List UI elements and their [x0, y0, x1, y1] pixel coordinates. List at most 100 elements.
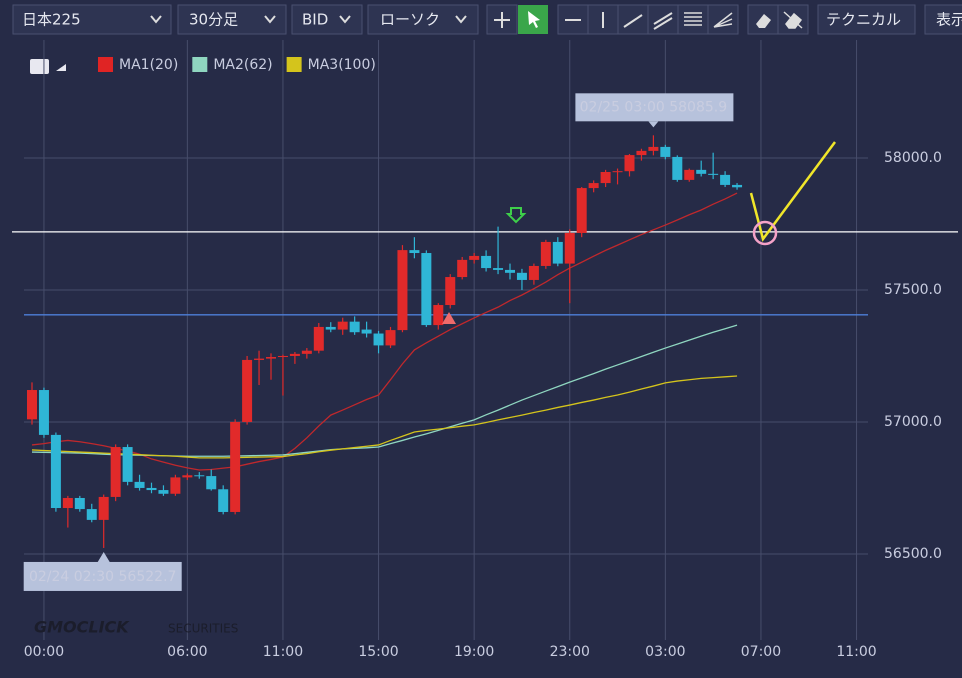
candle-body [74, 497, 85, 510]
candle-body [86, 509, 97, 520]
technical: テクニカル [826, 11, 901, 29]
candle-body [27, 390, 37, 420]
candle-body [624, 155, 635, 172]
chat-icon[interactable] [30, 59, 49, 74]
candle-body [660, 146, 671, 157]
chart-style: ローソク [380, 11, 440, 29]
x-tick-label: 23:00 [550, 644, 590, 660]
candle-body [313, 326, 324, 351]
candle-body [445, 277, 456, 306]
candle-body [409, 250, 420, 254]
candle-body [361, 329, 372, 334]
technical-button[interactable] [817, 4, 916, 35]
y-tick-label: 58000.0 [884, 150, 942, 166]
x-tick-label: 03:00 [645, 644, 685, 660]
dropdown-icon [264, 15, 276, 24]
candle-body [301, 350, 312, 354]
candle-body [50, 434, 61, 509]
candle-body [277, 355, 288, 358]
collapse-icon[interactable] [56, 64, 66, 71]
erase-button[interactable] [747, 4, 779, 35]
candle-body [349, 321, 360, 333]
candle-body [98, 496, 109, 520]
candle-body [385, 330, 396, 346]
candle-body [122, 447, 133, 482]
candle-body [457, 259, 468, 278]
x-tick-label: 11:00 [836, 644, 876, 660]
candle-body [612, 171, 623, 173]
x-tick-label: 11:00 [263, 644, 303, 660]
candle-body [433, 305, 444, 326]
candle-body [242, 359, 253, 422]
display: 表示 [936, 11, 962, 29]
dropdown-icon [339, 15, 351, 24]
candle-body [254, 358, 265, 360]
dropdown-icon [455, 15, 467, 24]
candle-body [540, 241, 551, 266]
fan-button[interactable] [707, 4, 739, 35]
candle-body [505, 269, 515, 273]
y-tick-label: 56500.0 [884, 546, 942, 562]
candle-body [397, 250, 408, 331]
candle-body [373, 333, 384, 346]
crosshair-icon [494, 12, 510, 28]
candle-body [218, 489, 229, 512]
fibo-button[interactable] [677, 4, 709, 35]
candle-body [230, 421, 241, 512]
candle-body [170, 477, 181, 494]
channel-icon [653, 12, 673, 30]
signal-triangle [442, 312, 456, 324]
candle-body [62, 497, 73, 509]
ma-line [31, 192, 738, 471]
drawn-circle [752, 220, 778, 246]
candle-body [528, 265, 539, 280]
trendline-icon [623, 14, 643, 28]
x-tick-label: 07:00 [741, 644, 781, 660]
x-tick-label: 00:00 [24, 644, 64, 660]
logo-suffix: SECURITIES [168, 622, 238, 636]
x-tick-label: 06:00 [167, 644, 207, 660]
legend-swatch [98, 57, 113, 72]
legend-swatch [286, 57, 302, 72]
fan-icon [713, 12, 733, 28]
price-type: BID [302, 11, 328, 29]
candle-body [708, 173, 719, 175]
candle-body [732, 184, 743, 188]
legend-label: MA2(62) [213, 57, 272, 73]
erase-all-icon [783, 11, 803, 29]
symbol-select[interactable] [12, 4, 172, 35]
low-label-pointer [97, 551, 110, 562]
plot: 56500.0 57000.0 57500.0 58000.0 00:00 06:00 11… [12, 40, 958, 660]
price-select[interactable] [291, 4, 363, 35]
signal-arrow [505, 207, 527, 224]
candle-body [648, 146, 659, 151]
low-label-box [23, 561, 182, 591]
drawn-check [749, 141, 837, 242]
display-button[interactable] [924, 4, 962, 35]
candle-body [146, 487, 157, 491]
candle-body [720, 174, 731, 185]
candle-body [337, 321, 348, 330]
trendline-button[interactable] [617, 4, 649, 35]
legend-label: MA3(100) [308, 57, 376, 73]
logo-brand: GMOCLICK [34, 618, 130, 637]
candle-body [266, 357, 276, 359]
candle-body [206, 476, 217, 490]
high-label-box [575, 93, 734, 122]
candle-body [325, 326, 336, 330]
dropdown-icon [150, 15, 162, 24]
high-label: 02/25 03:00 58085.9 [580, 99, 728, 115]
candle-body [600, 171, 611, 184]
y-tick-label: 57000.0 [884, 414, 942, 430]
pointer-icon [528, 11, 540, 28]
candle-body [672, 156, 683, 180]
candle-body [576, 188, 587, 233]
candle-body [182, 475, 193, 478]
erase-icon [756, 14, 771, 28]
candle-body [289, 353, 300, 356]
candle-body [588, 183, 599, 189]
x-tick-label: 19:00 [454, 644, 494, 660]
candle-body [516, 272, 527, 280]
